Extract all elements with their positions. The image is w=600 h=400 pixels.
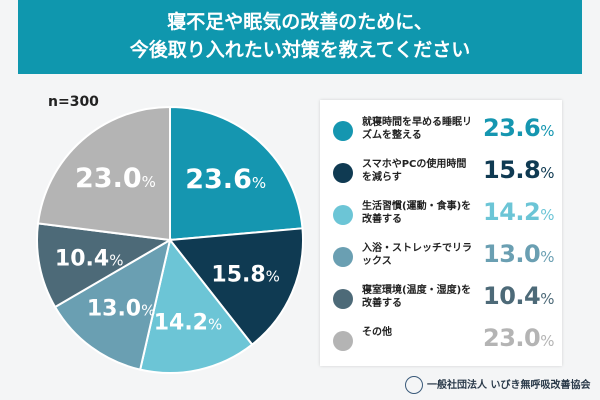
legend-item: 入浴・ストレッチでリラックス 13.0% xyxy=(320,238,562,278)
legend-label: 就寝時間を早める睡眠リズムを整える xyxy=(362,117,472,141)
pie-slice xyxy=(53,237,172,371)
slice-data-label: 14.2% xyxy=(154,310,223,335)
legend-swatch xyxy=(333,205,353,225)
legend-value: 10.4% xyxy=(483,282,554,310)
title-line-1: 寝不足や眠気の改善のために、 xyxy=(167,11,433,33)
legend-label: 生活習慣(運動・食事)を改善する xyxy=(362,201,472,225)
legend-swatch xyxy=(333,121,353,141)
legend-value: 23.0% xyxy=(483,324,554,352)
legend-value: 14.2% xyxy=(483,198,554,226)
slice-data-label: 13.0% xyxy=(87,296,156,321)
pie-slice xyxy=(36,222,174,309)
legend-item: 生活習慣(運動・食事)を改善する 14.2% xyxy=(320,196,562,236)
legend-value: 23.6% xyxy=(483,114,554,142)
pie-slice xyxy=(138,237,254,374)
legend-item: その他 23.0% xyxy=(320,322,562,362)
footer-text: 一般社団法人 いびき無呼吸改善協会 xyxy=(427,380,591,391)
footer-organization: 一般社団法人 いびき無呼吸改善協会 xyxy=(405,376,590,394)
title-line-2: 今後取り入れたい対策を教えてください xyxy=(129,39,471,61)
legend-swatch xyxy=(333,331,353,351)
slice-data-label: 15.8% xyxy=(211,263,280,288)
legend-value: 15.8% xyxy=(483,156,554,184)
legend-label: スマホやPCの使用時間を減らす xyxy=(362,159,467,183)
chart-title: 寝不足や眠気の改善のために、 今後取り入れたい対策を教えてください xyxy=(18,0,582,74)
legend-swatch xyxy=(333,247,353,267)
sample-size: n=300 xyxy=(48,94,99,110)
legend-label: 寝室環境(温度・湿度)を改善する xyxy=(362,285,472,309)
legend-swatch xyxy=(333,289,353,309)
legend-item: 就寝時間を早める睡眠リズムを整える 23.6% xyxy=(320,112,562,152)
pie-slice xyxy=(169,105,304,242)
legend-item: 寝室環境(温度・湿度)を改善する 10.4% xyxy=(320,280,562,320)
legend-label: その他 xyxy=(362,327,392,338)
legend-label: 入浴・ストレッチでリラックス xyxy=(362,243,472,267)
legend-value: 13.0% xyxy=(483,240,554,268)
slice-data-label: 10.4% xyxy=(55,246,124,271)
legend: 就寝時間を早める睡眠リズムを整える 23.6% スマホやPCの使用時間を減らす 15.… xyxy=(320,100,562,366)
organization-logo-icon xyxy=(405,376,423,394)
legend-item: スマホやPCの使用時間を減らす 15.8% xyxy=(320,154,562,194)
legend-swatch xyxy=(333,163,353,183)
pie-slice xyxy=(168,227,304,346)
pie-slice xyxy=(36,105,171,242)
